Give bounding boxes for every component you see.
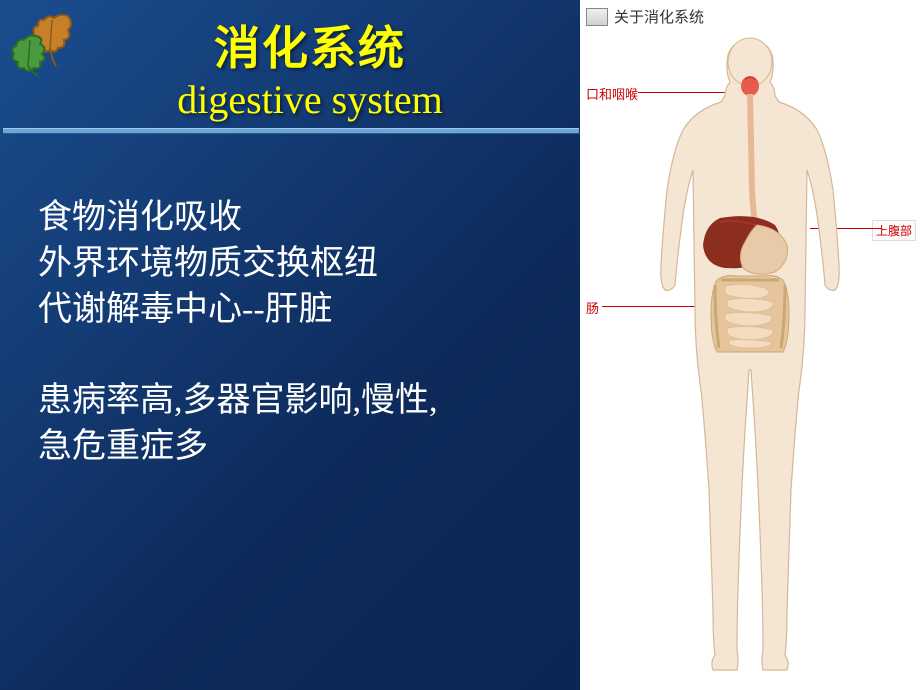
organ-throat: [741, 76, 759, 96]
title-block: 消化系统 digestive system: [20, 0, 600, 123]
diagram-header: 关于消化系统: [586, 6, 704, 27]
leaf-decoration-icon: [8, 8, 98, 83]
label-intestine: 肠: [586, 298, 599, 317]
diagram-header-icon: [586, 8, 608, 26]
title-divider: [3, 128, 579, 134]
diagram-panel: 关于消化系统 口和咽喉 上腹部 肠: [580, 0, 920, 690]
body-text: 食物消化吸收 外界环境物质交换枢纽 代谢解毒中心--肝脏 患病率高,多器官影响,…: [38, 195, 578, 469]
body-line-3: 代谢解毒中心--肝脏: [38, 287, 578, 333]
body-line-5: 急危重症多: [38, 424, 578, 470]
label-upper-abdomen: 上腹部: [872, 220, 916, 241]
human-body-figure: [625, 30, 875, 685]
title-english: digestive system: [20, 76, 600, 123]
body-line-2: 外界环境物质交换枢纽: [38, 241, 578, 287]
body-line-1: 食物消化吸收: [38, 195, 578, 241]
title-chinese: 消化系统: [20, 12, 600, 78]
diagram-header-text: 关于消化系统: [614, 6, 704, 27]
body-line-4: 患病率高,多器官影响,慢性,: [38, 378, 578, 424]
